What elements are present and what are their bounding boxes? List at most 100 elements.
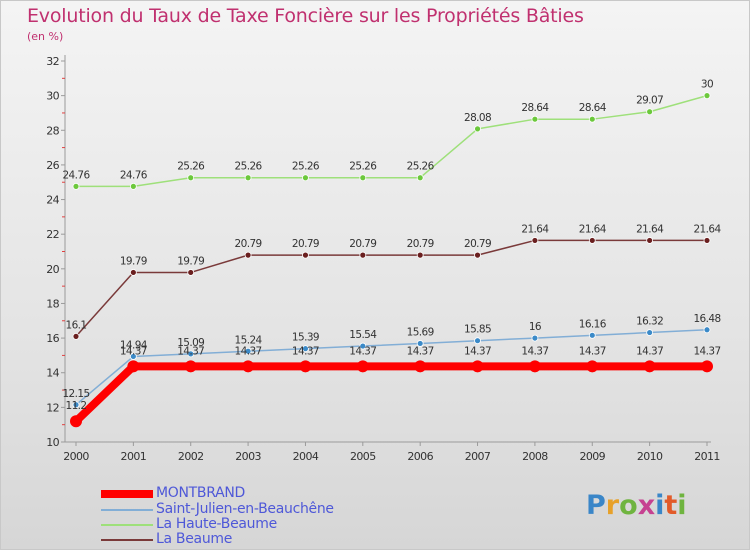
y-tick-label-16: 16 — [46, 332, 59, 345]
data-point-saint-julien-en-beauch-ne-2002 — [187, 350, 195, 358]
y-tick-label-32: 32 — [46, 55, 59, 68]
data-label-la-haute-beaume-2008: 28.64 — [521, 102, 549, 114]
data-point-montbrand-2002 — [184, 360, 197, 373]
x-tick-label-2001: 2001 — [121, 450, 147, 463]
data-point-montbrand-2008 — [528, 360, 541, 373]
data-point-saint-julien-en-beauch-ne-2008 — [531, 334, 539, 342]
data-point-la-beaume-2011 — [703, 237, 711, 244]
data-point-saint-julien-en-beauch-ne-2007 — [474, 337, 481, 345]
data-label-la-beaume-2007: 20.79 — [464, 238, 491, 250]
legend-label-la-beaume: La Beaume — [156, 531, 233, 547]
data-label-saint-julien-en-beauch-ne-2000: 12.15 — [62, 388, 89, 400]
data-label-la-beaume-2003: 20.79 — [235, 238, 262, 250]
x-tick-label-2004: 2004 — [293, 450, 319, 463]
data-point-la-beaume-2009 — [588, 237, 596, 244]
data-label-saint-julien-en-beauch-ne-2006: 15.69 — [407, 326, 434, 338]
data-point-la-haute-beaume-2008 — [531, 115, 539, 123]
x-tick-label-2006: 2006 — [407, 450, 433, 463]
data-point-la-haute-beaume-2000 — [72, 182, 80, 190]
data-point-la-beaume-2003 — [244, 251, 252, 259]
data-label-la-haute-beaume-2000: 24.76 — [62, 169, 90, 181]
data-label-montbrand-2001: 14.37 — [120, 345, 147, 357]
data-label-montbrand-2006: 14.37 — [407, 345, 434, 357]
data-point-la-haute-beaume-2003 — [244, 174, 252, 182]
data-label-la-haute-beaume-2004: 25.26 — [292, 161, 320, 173]
data-label-montbrand-2002: 14.37 — [177, 345, 204, 357]
legend-swatch-la-haute-beaume — [101, 524, 153, 526]
data-label-montbrand-2000: 11.2 — [66, 400, 87, 412]
series-line-la-haute-beaume — [75, 94, 708, 188]
data-label-montbrand-2003: 14.37 — [235, 345, 262, 357]
data-label-la-beaume-2005: 20.79 — [349, 238, 376, 250]
data-point-la-haute-beaume-2002 — [187, 174, 195, 182]
data-point-la-haute-beaume-2010 — [646, 108, 654, 116]
data-point-saint-julien-en-beauch-ne-2009 — [588, 331, 596, 339]
data-label-la-haute-beaume-2001: 24.76 — [120, 169, 148, 181]
data-point-la-beaume-2010 — [646, 237, 654, 244]
series-line-la-beaume — [75, 239, 708, 338]
data-point-la-haute-beaume-2009 — [588, 115, 596, 123]
data-point-la-beaume-2002 — [187, 269, 195, 276]
y-tick-label-24: 24 — [46, 194, 59, 207]
data-label-la-beaume-2004: 20.79 — [292, 238, 319, 250]
data-label-montbrand-2007: 14.37 — [464, 345, 491, 357]
data-label-la-haute-beaume-2005: 25.26 — [349, 161, 377, 173]
series-line-montbrand — [72, 362, 711, 426]
data-point-la-beaume-2001 — [129, 269, 137, 276]
y-tick-label-22: 22 — [46, 228, 59, 241]
data-label-la-beaume-2008: 21.64 — [521, 223, 549, 235]
data-point-montbrand-2000 — [70, 415, 82, 428]
data-point-la-beaume-2007 — [474, 251, 481, 259]
data-label-saint-julien-en-beauch-ne-2010: 16.32 — [636, 316, 663, 328]
data-label-la-beaume-2000: 16.1 — [66, 319, 87, 331]
data-label-la-haute-beaume-2006: 25.26 — [407, 161, 435, 173]
data-point-saint-julien-en-beauch-ne-2005 — [359, 342, 367, 350]
data-point-saint-julien-en-beauch-ne-2006 — [416, 340, 424, 347]
series-line-saint-julien-en-beauch-ne — [75, 329, 708, 406]
data-label-montbrand-2009: 14.37 — [579, 345, 606, 357]
x-tick-label-2000: 2000 — [63, 450, 89, 463]
data-label-la-haute-beaume-2010: 29.07 — [636, 95, 663, 107]
data-point-la-beaume-2006 — [416, 251, 424, 259]
data-label-la-beaume-2002: 19.79 — [177, 255, 204, 267]
data-label-montbrand-2008: 14.37 — [521, 345, 548, 357]
data-point-montbrand-2011 — [701, 360, 713, 373]
legend-swatch-saint-julien — [101, 509, 153, 511]
data-point-la-haute-beaume-2004 — [302, 174, 309, 182]
chart-title: Evolution du Taux de Taxe Foncière sur l… — [27, 5, 584, 27]
data-label-la-haute-beaume-2007: 28.08 — [464, 112, 491, 124]
data-label-la-haute-beaume-2003: 25.26 — [235, 161, 263, 173]
x-tick-label-2005: 2005 — [350, 450, 376, 463]
data-point-la-beaume-2005 — [359, 251, 367, 259]
x-tick-label-2008: 2008 — [522, 450, 548, 463]
data-point-saint-julien-en-beauch-ne-2001 — [129, 353, 137, 360]
data-point-la-haute-beaume-2005 — [359, 174, 367, 182]
data-point-montbrand-2001 — [127, 360, 140, 373]
data-label-montbrand-2005: 14.37 — [349, 345, 376, 357]
data-label-saint-julien-en-beauch-ne-2011: 16.48 — [693, 313, 720, 325]
y-tick-label-20: 20 — [46, 263, 59, 276]
chart-unit-label: (en %) — [27, 30, 64, 43]
y-tick-label-28: 28 — [46, 124, 59, 137]
data-point-saint-julien-en-beauch-ne-2003 — [244, 347, 252, 355]
legend-swatch-la-beaume — [101, 539, 153, 541]
x-tick-label-2003: 2003 — [235, 450, 261, 463]
data-label-saint-julien-en-beauch-ne-2001: 14.94 — [120, 339, 148, 351]
data-label-montbrand-2011: 14.37 — [693, 345, 720, 357]
data-point-saint-julien-en-beauch-ne-2004 — [302, 345, 309, 353]
y-tick-label-14: 14 — [46, 367, 59, 380]
data-label-la-beaume-2001: 19.79 — [120, 255, 147, 267]
data-label-saint-julien-en-beauch-ne-2003: 15.24 — [235, 334, 263, 346]
legend-label-la-haute-beaume: La Haute-Beaume — [156, 516, 277, 532]
data-label-saint-julien-en-beauch-ne-2002: 15.09 — [177, 337, 204, 349]
data-point-la-beaume-2004 — [302, 251, 309, 259]
x-tick-label-2007: 2007 — [465, 450, 491, 463]
data-label-saint-julien-en-beauch-ne-2009: 16.16 — [579, 318, 607, 330]
data-label-la-beaume-2011: 21.64 — [693, 223, 721, 235]
data-label-montbrand-2004: 14.37 — [292, 345, 319, 357]
data-point-la-haute-beaume-2006 — [416, 174, 424, 182]
data-point-saint-julien-en-beauch-ne-2010 — [646, 329, 654, 336]
data-point-la-beaume-2008 — [531, 237, 539, 244]
data-label-la-beaume-2009: 21.64 — [579, 223, 607, 235]
